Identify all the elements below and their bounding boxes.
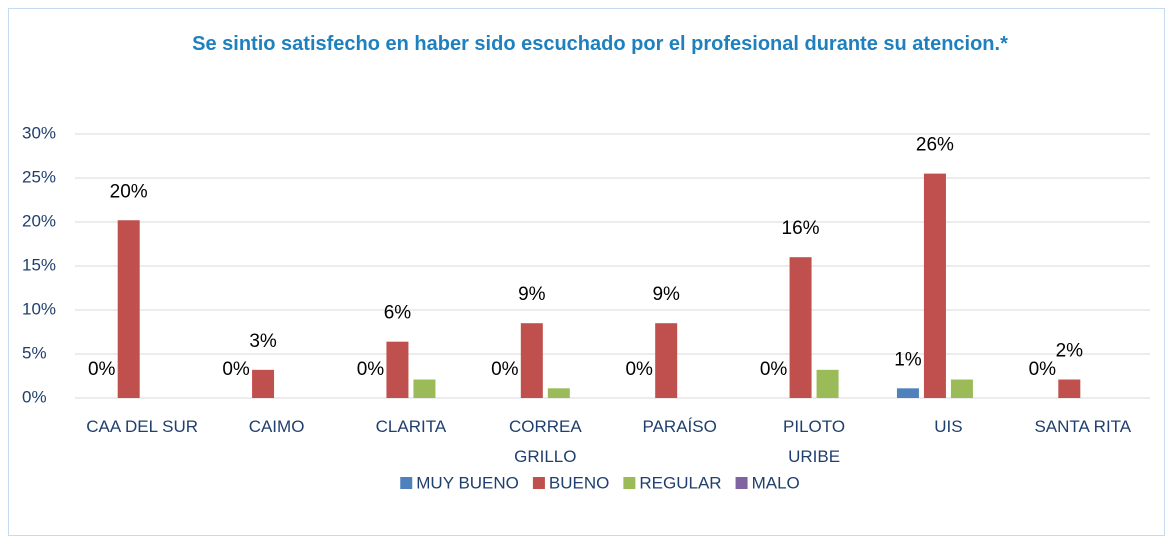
- chart-title: Se sintio satisfecho en haber sido escuc…: [192, 33, 1008, 55]
- bar: [923, 173, 946, 398]
- bar: [386, 341, 409, 398]
- x-tick-label: CLARITA: [376, 417, 447, 436]
- legend-label: REGULAR: [639, 473, 721, 492]
- data-label: 0%: [625, 359, 653, 380]
- legend-label: MALO: [752, 473, 800, 492]
- data-label: 9%: [652, 284, 680, 305]
- data-label: 3%: [249, 331, 277, 352]
- y-tick-label: 0%: [22, 387, 47, 406]
- bar: [1058, 379, 1081, 398]
- legend-swatch: [532, 477, 545, 489]
- data-label: 2%: [1056, 341, 1084, 362]
- bar: [252, 369, 275, 398]
- data-label: 20%: [110, 181, 148, 202]
- y-tick-label: 5%: [22, 343, 47, 362]
- x-tick-label: UIS: [934, 417, 962, 436]
- x-tick-label: CORREA GRILLO: [509, 417, 582, 466]
- data-label: 0%: [222, 359, 250, 380]
- data-label: 26%: [916, 135, 954, 156]
- legend-swatch: [735, 477, 748, 489]
- data-label: 0%: [357, 359, 385, 380]
- x-tick-label: PARAÍSO: [643, 417, 717, 436]
- bar: [816, 369, 839, 398]
- chart-frame: [8, 8, 1165, 536]
- y-tick-label: 20%: [22, 211, 56, 230]
- bar: [896, 388, 919, 398]
- y-tick-label: 25%: [22, 167, 56, 186]
- bar: [413, 379, 436, 398]
- legend-swatch: [400, 477, 413, 489]
- legend-swatch: [623, 477, 636, 489]
- x-tick-label: SANTA RITA: [1034, 417, 1131, 436]
- bar: [520, 323, 543, 398]
- legend-label: BUENO: [549, 473, 609, 492]
- bar: [547, 388, 570, 398]
- data-label: 0%: [1029, 359, 1057, 380]
- bar: [117, 220, 140, 398]
- bar: [655, 323, 678, 398]
- data-label: 0%: [88, 359, 116, 380]
- data-label: 0%: [760, 359, 788, 380]
- data-label: 0%: [491, 359, 519, 380]
- data-label: 6%: [384, 303, 412, 324]
- bar: [789, 257, 812, 398]
- legend-label: MUY BUENO: [416, 473, 519, 492]
- x-tick-label: PILOTO URIBE: [783, 417, 845, 466]
- y-tick-label: 10%: [22, 299, 56, 318]
- data-label: 9%: [518, 284, 546, 305]
- x-tick-label: CAIMO: [249, 417, 305, 436]
- data-label: 16%: [782, 218, 820, 239]
- data-label: 1%: [894, 349, 922, 370]
- bar: [950, 379, 973, 398]
- x-tick-label: CAA DEL SUR: [86, 417, 198, 436]
- y-tick-label: 30%: [22, 123, 56, 142]
- y-tick-label: 15%: [22, 255, 56, 274]
